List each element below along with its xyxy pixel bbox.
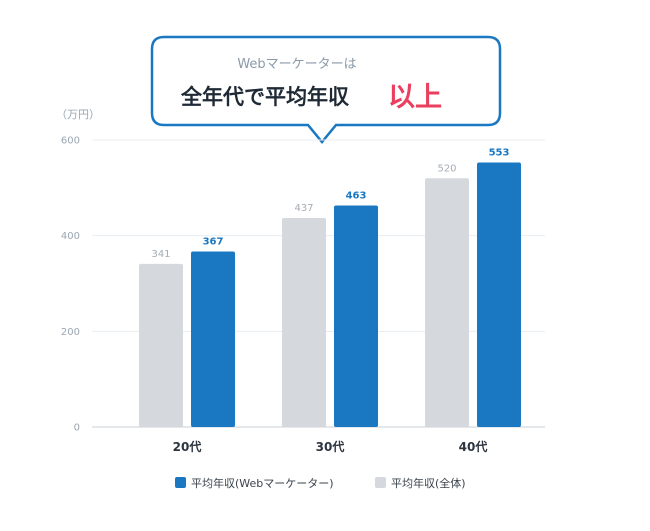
x-axis-categories: 20代 30代 40代	[173, 439, 488, 454]
value-label-all-40代: 520	[437, 163, 456, 174]
y-tick-label-600: 600	[61, 136, 80, 147]
bar-all-30代	[282, 217, 326, 427]
y-tick-label-400: 400	[61, 231, 80, 242]
value-label-web-20代: 367	[203, 236, 224, 247]
legend-swatch-web	[175, 477, 186, 488]
callout-frame	[150, 35, 502, 144]
bar-web-30代	[334, 205, 378, 427]
callout-bubble: Webマーケーターは 全年代で平均年収 以上	[150, 35, 502, 144]
bar-web-20代	[191, 251, 235, 427]
y-tick-label-200: 200	[61, 327, 80, 338]
legend-label-all: 平均年収(全体)	[391, 476, 466, 490]
bar-all-20代	[139, 263, 183, 427]
y-axis-unit-label: （万円）	[56, 108, 100, 121]
category-label-20代: 20代	[173, 439, 202, 454]
bar-all-40代	[425, 178, 469, 427]
y-axis-ticks: 0 200 400 600	[61, 136, 80, 434]
legend: 平均年収(Webマーケーター) 平均年収(全体)	[175, 476, 466, 490]
category-label-30代: 30代	[316, 439, 345, 454]
legend-swatch-all	[375, 477, 386, 488]
callout-subtitle: Webマーケーターは	[237, 57, 356, 72]
value-label-all-20代: 341	[151, 249, 170, 260]
bars	[139, 162, 521, 427]
y-tick-label-0: 0	[74, 423, 80, 434]
bar-value-labels: 341 367 437 463 520 553	[151, 147, 509, 259]
callout-headline: 全年代で平均年収	[180, 85, 350, 109]
bar-web-40代	[477, 162, 521, 427]
callout-emphasis: 以上	[388, 82, 442, 113]
value-label-web-30代: 463	[346, 191, 367, 202]
category-label-40代: 40代	[459, 439, 488, 454]
value-label-web-40代: 553	[489, 147, 510, 158]
legend-label-web: 平均年収(Webマーケーター)	[191, 476, 334, 490]
value-label-all-30代: 437	[294, 203, 313, 214]
